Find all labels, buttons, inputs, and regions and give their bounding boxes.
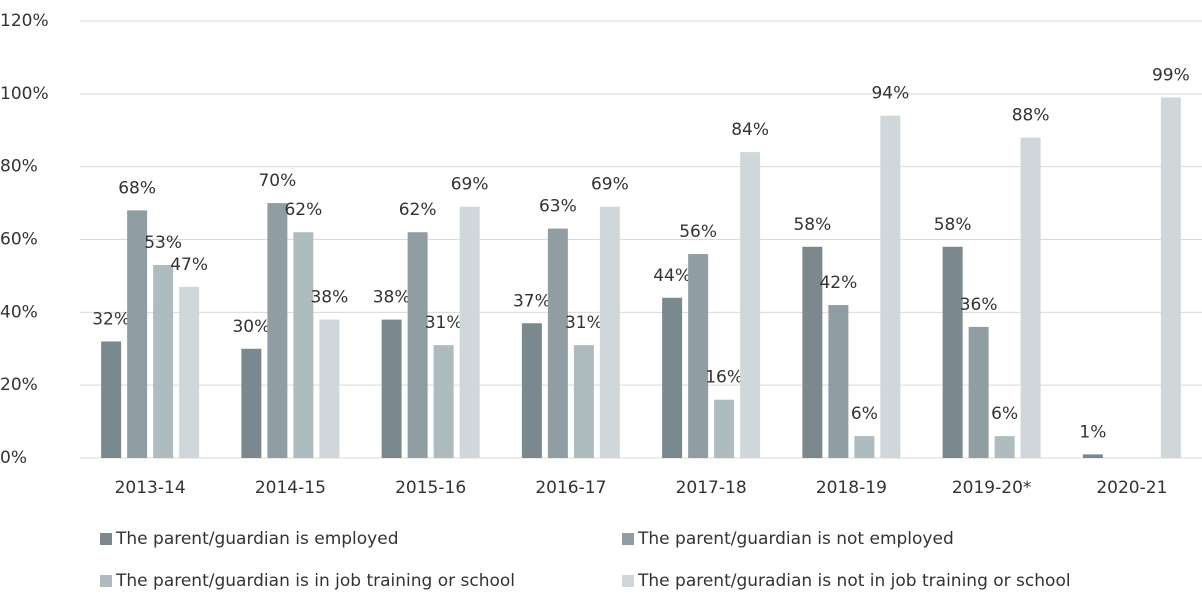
x-tick-label: 2014-15 [255,478,326,498]
bar [521,323,542,458]
value-label: 32% [92,309,130,329]
value-label: 94% [871,84,909,104]
value-label: 36% [960,295,998,315]
bar [854,436,875,458]
y-tick-label: 20% [0,375,38,395]
value-label: 47% [170,255,208,275]
bar [1082,454,1103,458]
bar [714,399,735,458]
value-label: 56% [679,222,717,242]
bar [459,206,480,458]
value-label: 62% [284,200,322,220]
value-label: 6% [851,404,878,424]
value-label: 68% [118,178,156,198]
legend-swatch [622,575,634,587]
value-label: 31% [565,313,603,333]
value-label: 16% [705,368,743,388]
value-label: 31% [425,313,463,333]
bar [179,286,200,458]
y-tick-label: 60% [0,230,38,250]
value-label: 99% [1152,65,1190,85]
bar [433,345,454,458]
bar [994,436,1015,458]
bar [153,264,174,458]
y-tick-label: 0% [0,448,27,468]
x-tick-label: 2019-20* [952,478,1032,498]
x-tick-label: 2017-18 [676,478,747,498]
legend-swatch [622,533,634,545]
bar [1160,97,1181,458]
bar [241,348,262,458]
value-label: 63% [539,197,577,217]
legend-label: The parent/guardian is not employed [637,529,954,549]
value-label: 1% [1079,422,1106,442]
bar [968,326,989,458]
bar [688,254,709,458]
bar [573,345,594,458]
legend-swatch [100,533,112,545]
y-tick-label: 120% [0,11,49,31]
legend-label: The parent/guardian is in job training o… [115,571,515,591]
value-label: 44% [653,266,691,286]
bar [1020,137,1041,459]
y-tick-label: 40% [0,302,38,322]
x-tick-label: 2015-16 [395,478,466,498]
bar [802,246,823,458]
bar [101,341,122,458]
bar [127,210,148,458]
x-tick-label: 2018-19 [816,478,887,498]
legend-label: The parent/guardian is employed [115,529,398,549]
bar [942,246,963,458]
value-label: 88% [1012,106,1050,126]
x-tick-label: 2016-17 [535,478,606,498]
bar [662,297,683,458]
value-label: 69% [451,175,489,195]
bar [828,305,849,458]
value-label: 53% [144,233,182,253]
value-label: 42% [819,273,857,293]
bar [880,115,901,458]
value-label: 62% [399,200,437,220]
value-label: 6% [991,404,1018,424]
value-label: 37% [513,291,551,311]
bar [547,228,568,458]
value-label: 70% [258,171,296,191]
bar [407,232,428,458]
legend-label: The parent/guradian is not in job traini… [637,571,1071,591]
x-tick-label: 2013-14 [115,478,186,498]
bar [740,152,761,458]
value-label: 69% [591,175,629,195]
bar [319,319,340,458]
bar [599,206,620,458]
value-label: 84% [731,120,769,140]
value-label: 58% [934,215,972,235]
value-label: 38% [373,288,411,308]
value-label: 38% [310,288,348,308]
bar [381,319,402,458]
bar [293,232,314,458]
y-tick-label: 80% [0,157,38,177]
y-tick-label: 100% [0,84,49,104]
bar [267,203,288,458]
value-label: 58% [793,215,831,235]
value-label: 30% [232,317,270,337]
x-tick-label: 2020-21 [1096,478,1167,498]
legend-swatch [100,575,112,587]
